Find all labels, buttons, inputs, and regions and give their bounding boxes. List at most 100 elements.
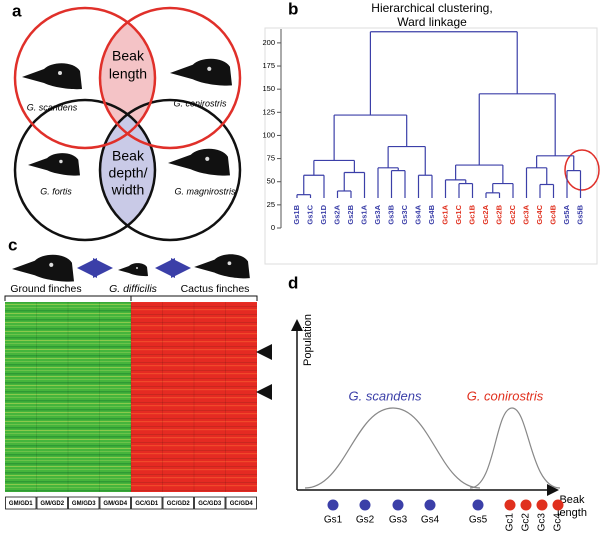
bird-icon (194, 254, 250, 279)
point-label: Gs5 (469, 515, 488, 526)
leaf-label: Gc4B (548, 204, 557, 224)
bird-icon (28, 153, 80, 176)
column-label: GM/GD3 (72, 501, 96, 507)
leaf-label: Gc1C (454, 204, 463, 224)
column-label: GM/GD2 (40, 501, 64, 507)
species-label: G. magnirostris (174, 186, 236, 196)
leaf-label: Gc2B (494, 204, 503, 224)
bird-icon (118, 263, 148, 277)
curve-label: G. scandens (349, 388, 422, 403)
bird-icon (22, 63, 82, 90)
bird-icon (168, 148, 230, 176)
point-label: Gc3 (537, 513, 548, 532)
distribution-curve (304, 407, 481, 489)
column-label: GC/GD2 (167, 501, 191, 507)
point-label: Gs1 (324, 515, 343, 526)
leaf-label: Gs3A (373, 204, 382, 224)
curve-label: G. conirostris (467, 388, 544, 403)
panel-b: b Hierarchical clustering, Ward linkage … (262, 0, 600, 265)
group-label: Cactus finches (181, 283, 250, 295)
bracket (4, 295, 258, 301)
y-tick-label: 175 (262, 61, 275, 70)
column-box (99, 496, 131, 510)
overlap-bottom (100, 100, 155, 240)
species-label: G. conirostris (173, 98, 227, 108)
point (520, 499, 532, 511)
column-label: GM/GD4 (103, 501, 127, 507)
point (392, 499, 404, 511)
panel-frame (264, 27, 598, 265)
venn-circle (13, 98, 157, 242)
y-tick-label: 100 (262, 130, 275, 139)
point (504, 499, 516, 511)
point-label: Gc1 (505, 513, 516, 532)
distribution-curve (469, 407, 561, 489)
overlap-top (100, 8, 155, 148)
leaf-label: Gs1C (305, 204, 314, 224)
point-label: Gs4 (421, 515, 440, 526)
panel-c: c Ground finches G. difficilis Cactus fi… (4, 235, 272, 510)
axis-label: length (557, 507, 587, 519)
leaf-label: Gc1B (467, 204, 476, 224)
column-label: GC/GD1 (135, 501, 159, 507)
y-tick-label: 0 (271, 223, 275, 232)
panel-letter: a (12, 1, 22, 20)
y-tick-label: 125 (262, 107, 275, 116)
axis-label: Beak (559, 494, 585, 506)
highlight-circle (564, 149, 600, 191)
y-tick-label: 75 (267, 154, 275, 163)
leaf-label: Gs5B (575, 204, 584, 224)
column-label: GC/GD3 (198, 501, 222, 507)
trait-label: depth/ (109, 165, 148, 181)
y-tick-label: 25 (267, 200, 275, 209)
column-box (162, 496, 194, 510)
panel-title: Hierarchical clustering, (371, 1, 492, 15)
species-label: G. fortis (40, 186, 72, 196)
column-box (194, 496, 226, 510)
group-label: G. difficilis (109, 283, 158, 295)
bird-icon (12, 254, 74, 282)
column-box (36, 496, 68, 510)
column-box (68, 496, 100, 510)
axis-label: Population (302, 314, 314, 366)
leaf-label: Gc2A (481, 204, 490, 224)
panel-letter: d (288, 273, 298, 292)
panel-title: Ward linkage (397, 15, 467, 29)
leaf-label: Gc4C (535, 204, 544, 224)
trait-label: length (109, 66, 147, 82)
point-label: Gs3 (389, 515, 408, 526)
leaf-label: Gs3C (400, 204, 409, 224)
venn-circle (13, 6, 157, 150)
column-box (5, 496, 37, 510)
leaf-label: Gs2B (346, 204, 355, 224)
leaf-label: Gc1A (440, 204, 449, 224)
point-label: Gs2 (356, 515, 375, 526)
group-label: Ground finches (10, 283, 81, 295)
leaf-label: Gs5A (562, 204, 571, 224)
point (536, 499, 548, 511)
point-label: Gc2 (521, 513, 532, 532)
panel-a: a G. scandens G. conirostris G. fortis G… (12, 1, 242, 242)
column-box (225, 496, 257, 510)
venn-circle (98, 6, 242, 150)
column-label: GC/GD4 (230, 501, 254, 507)
leaf-label: Gs4B (427, 204, 436, 224)
panel-letter: c (8, 235, 17, 254)
point (552, 499, 564, 511)
y-tick-label: 200 (262, 38, 275, 47)
heatmap-green (5, 302, 131, 492)
leaf-label: Gs3B (386, 204, 395, 224)
species-label: G. scandens (27, 102, 78, 112)
leaf-label: Gc2C (508, 204, 517, 224)
leaf-label: Gc3A (521, 204, 530, 224)
panel-letter: b (288, 0, 298, 18)
heatmap-red (131, 302, 257, 492)
column-box (131, 496, 163, 510)
point (359, 499, 371, 511)
point (472, 499, 484, 511)
leaf-label: Gs2A (332, 204, 341, 224)
leaf-label: Gs1D (319, 204, 328, 224)
leaf-label: Gs4A (413, 204, 422, 224)
point (327, 499, 339, 511)
